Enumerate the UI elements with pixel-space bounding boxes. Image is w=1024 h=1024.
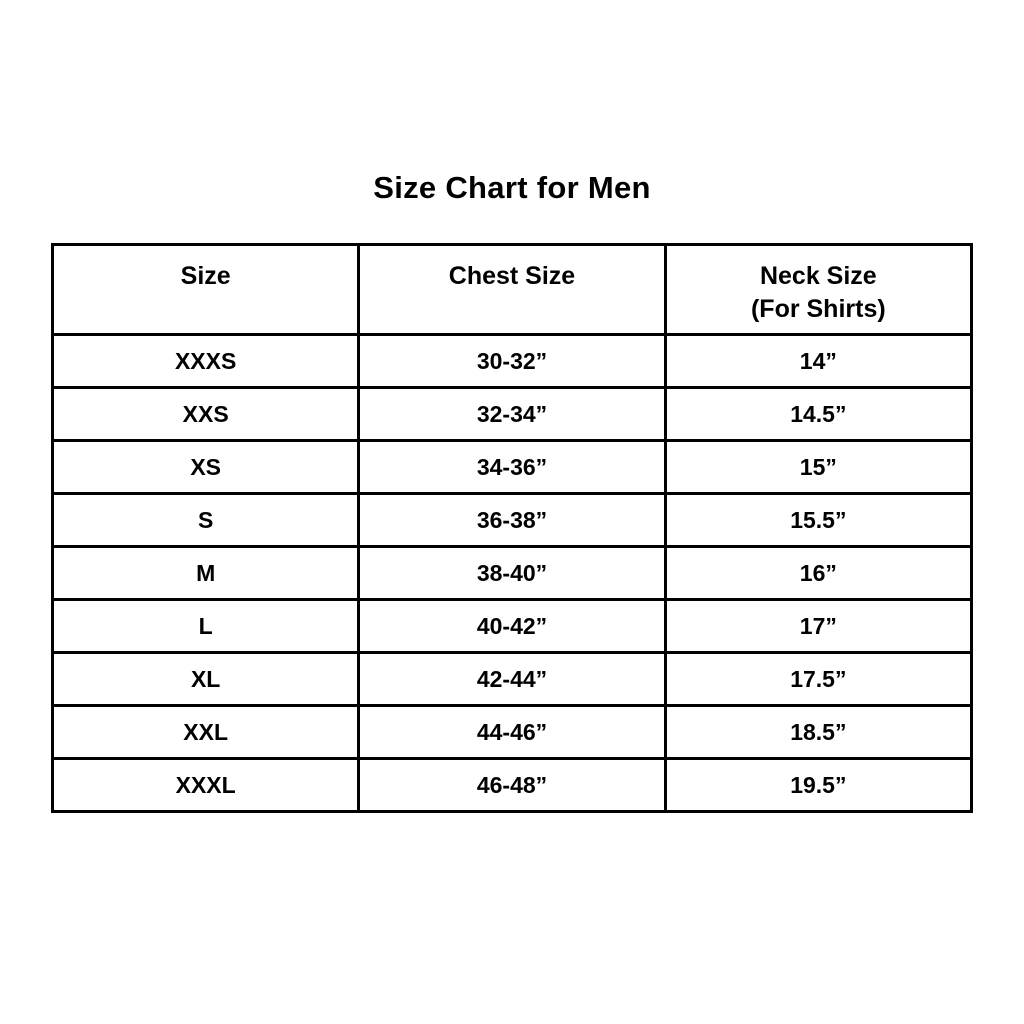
cell-chest-size: 46-48” [357,757,667,813]
cell-neck-size: 15.5” [663,492,974,548]
table-row: XXL 44-46” 18.5” [50,704,974,760]
cell-chest-size: 32-34” [357,386,667,442]
column-header-neck-size-subtitle: (For Shirts) [750,295,886,323]
table-row: M 38-40” 16” [50,545,974,601]
column-header-neck-size-label: Neck Size [759,262,877,290]
size-chart-table: Size Chest Size Neck Size (For Shirts) X… [50,243,974,813]
table-row: XXS 32-34” 14.5” [50,386,974,442]
table-row: S 36-38” 15.5” [50,492,974,548]
cell-neck-size: 19.5” [663,757,974,813]
page-title: Size Chart for Men [373,170,651,205]
cell-size: XXXL [50,757,361,813]
cell-neck-size: 16” [663,545,974,601]
cell-chest-size: 44-46” [357,704,667,760]
cell-neck-size: 14.5” [663,386,974,442]
cell-chest-size: 40-42” [357,598,667,654]
cell-size: XS [50,439,361,495]
column-header-size-label: Size [180,262,231,290]
cell-neck-size: 17.5” [663,651,974,707]
size-chart-page: Size Chart for Men Size Chest Size Neck … [50,170,974,813]
column-header-chest-size-label: Chest Size [448,262,576,290]
cell-chest-size: 30-32” [357,333,667,389]
cell-neck-size: 17” [663,598,974,654]
cell-size: S [50,492,361,548]
cell-chest-size: 38-40” [357,545,667,601]
cell-size: XXXS [50,333,361,389]
table-row: XL 42-44” 17.5” [50,651,974,707]
cell-chest-size: 42-44” [357,651,667,707]
cell-size: M [50,545,361,601]
cell-chest-size: 36-38” [357,492,667,548]
column-header-size: Size [50,243,361,336]
cell-size: L [50,598,361,654]
cell-neck-size: 15” [663,439,974,495]
cell-neck-size: 18.5” [663,704,974,760]
column-header-neck-size: Neck Size (For Shirts) [663,243,974,336]
table-row: L 40-42” 17” [50,598,974,654]
cell-size: XL [50,651,361,707]
cell-chest-size: 34-36” [357,439,667,495]
cell-neck-size: 14” [663,333,974,389]
cell-size: XXS [50,386,361,442]
table-row: XS 34-36” 15” [50,439,974,495]
table-header-row: Size Chest Size Neck Size (For Shirts) [50,243,974,336]
cell-size: XXL [50,704,361,760]
column-header-chest-size: Chest Size [357,243,667,336]
table-row: XXXS 30-32” 14” [50,333,974,389]
table-row: XXXL 46-48” 19.5” [50,757,974,813]
